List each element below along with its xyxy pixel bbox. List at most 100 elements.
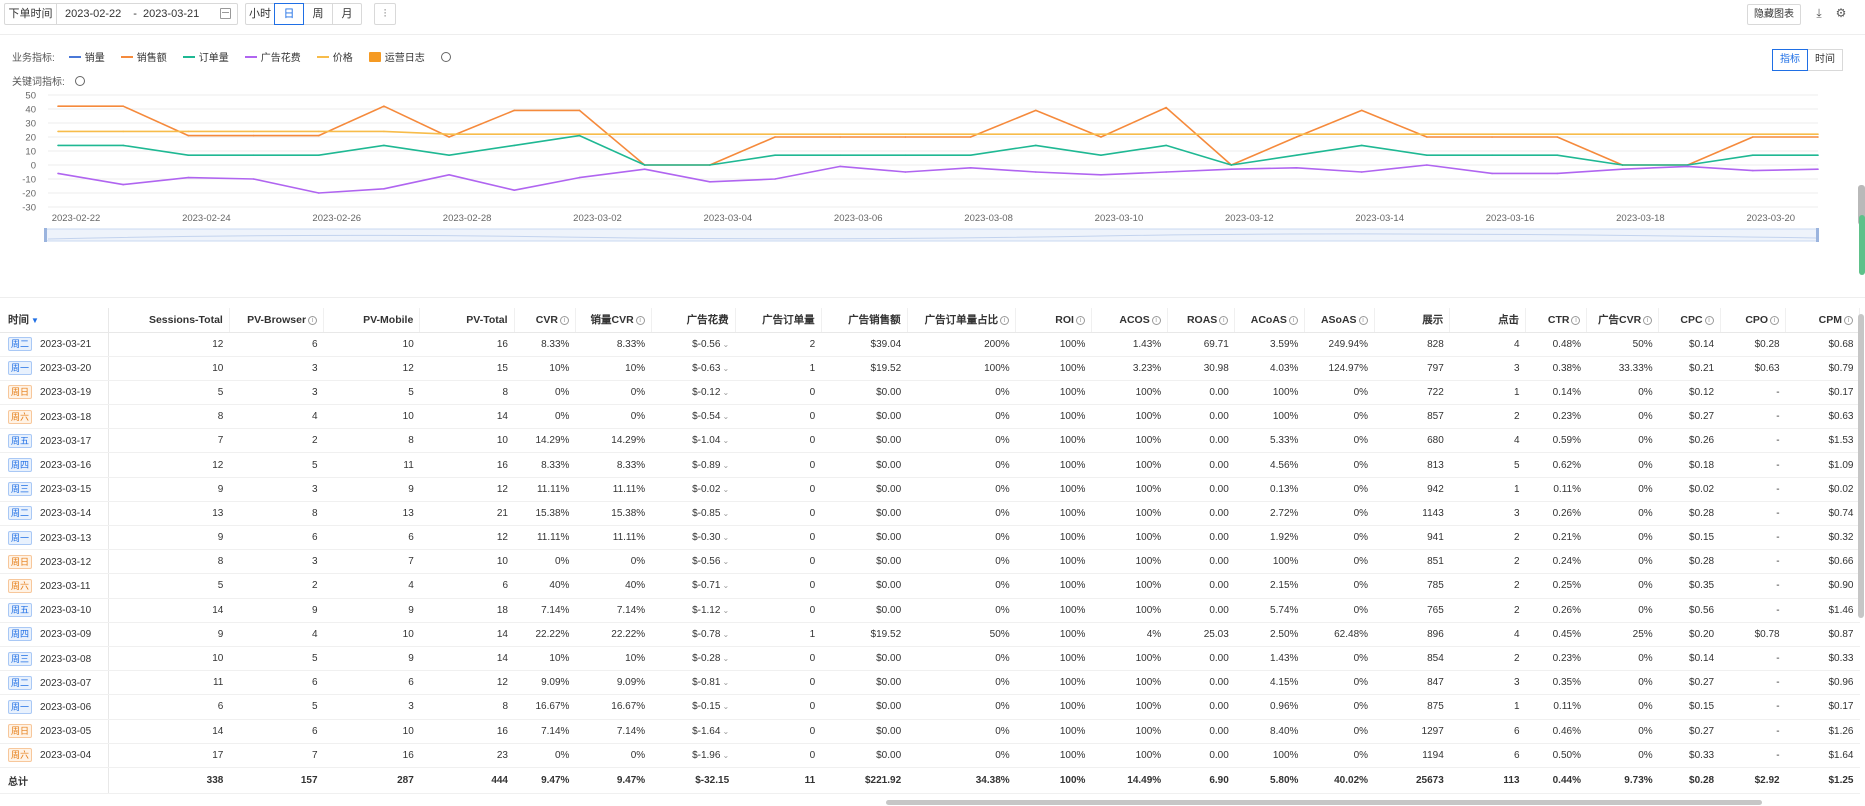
legend-item-sales[interactable]: 销量 bbox=[68, 49, 105, 64]
table-cell: 4% bbox=[1091, 622, 1168, 647]
table-cell: 100% bbox=[1091, 477, 1168, 502]
column-header[interactable]: CPM i bbox=[1785, 308, 1860, 333]
legend-item-revenue[interactable]: 销售额 bbox=[120, 49, 167, 64]
legend-label: 价格 bbox=[332, 53, 353, 64]
table-cell: 15 bbox=[419, 356, 514, 381]
column-header[interactable]: CPO i bbox=[1720, 308, 1787, 333]
column-header[interactable]: 展示 bbox=[1374, 308, 1451, 333]
date-type-label[interactable]: 下单时间 bbox=[5, 4, 57, 24]
total-cell: 5.80% bbox=[1234, 766, 1305, 794]
table-cell: 797 bbox=[1374, 356, 1450, 381]
granularity-month[interactable]: 月 bbox=[332, 3, 362, 25]
key-metrics-settings-icon[interactable] bbox=[74, 75, 85, 86]
data-point bbox=[1686, 164, 1689, 166]
settings-icon[interactable]: ⚙ bbox=[1835, 6, 1847, 20]
view-by-metric[interactable]: 指标 bbox=[1772, 49, 1808, 71]
table-cell: 896 bbox=[1374, 622, 1450, 647]
column-header[interactable]: ROAS i bbox=[1167, 308, 1236, 333]
column-header[interactable]: 广告花费 bbox=[651, 308, 736, 333]
dropdown-icon[interactable]: ⌄ bbox=[722, 412, 730, 422]
total-cell: 40.02% bbox=[1304, 766, 1375, 794]
dropdown-icon[interactable]: ⌄ bbox=[722, 363, 730, 373]
granularity-day[interactable]: 日 bbox=[274, 3, 304, 25]
column-header[interactable]: CPC i bbox=[1658, 308, 1721, 333]
column-header[interactable]: ROI i bbox=[1015, 308, 1092, 333]
table-vertical-scrollbar[interactable] bbox=[1858, 314, 1864, 618]
dropdown-icon[interactable]: ⌄ bbox=[722, 678, 730, 688]
info-icon[interactable]: i bbox=[1571, 315, 1581, 325]
info-icon[interactable]: i bbox=[1288, 315, 1298, 325]
legend-item-ad-spend[interactable]: 广告花费 bbox=[244, 49, 301, 64]
info-icon[interactable]: i bbox=[1770, 315, 1780, 325]
dropdown-icon[interactable]: ⌄ bbox=[722, 702, 730, 712]
dropdown-icon[interactable]: ⌄ bbox=[722, 557, 730, 567]
dropdown-icon[interactable]: ⌄ bbox=[722, 436, 730, 446]
column-header[interactable]: PV-Mobile bbox=[323, 308, 421, 333]
dropdown-icon[interactable]: ⌄ bbox=[722, 726, 730, 736]
column-filter-icon[interactable]: ⫶ bbox=[374, 3, 396, 25]
info-icon[interactable]: i bbox=[308, 315, 318, 325]
dropdown-icon[interactable]: ⌄ bbox=[722, 605, 730, 615]
dropdown-icon[interactable]: ⌄ bbox=[722, 533, 730, 543]
data-point bbox=[904, 136, 907, 138]
end-date[interactable]: 2023-03-21 bbox=[142, 8, 200, 20]
hide-chart-button[interactable]: 隐藏图表 bbox=[1747, 4, 1801, 25]
dropdown-icon[interactable]: ⌄ bbox=[722, 387, 730, 397]
sort-icon[interactable]: ▼ bbox=[31, 316, 39, 326]
column-header[interactable]: 广告CVR i bbox=[1586, 308, 1660, 333]
dropdown-icon[interactable]: ⌄ bbox=[722, 581, 730, 591]
table-cell: 0 bbox=[735, 404, 822, 430]
info-icon[interactable]: i bbox=[1358, 315, 1368, 325]
info-icon[interactable]: i bbox=[1000, 316, 1010, 326]
column-header[interactable]: Sessions-Total bbox=[108, 308, 230, 333]
info-icon[interactable]: i bbox=[635, 316, 645, 326]
column-header[interactable]: ACOS i bbox=[1091, 308, 1168, 333]
column-header[interactable]: CTR i bbox=[1525, 308, 1588, 333]
info-icon[interactable]: i bbox=[1151, 315, 1161, 325]
data-point bbox=[383, 188, 385, 190]
dropdown-icon[interactable]: ⌄ bbox=[722, 484, 730, 494]
column-header-label: 广告订单量占比 bbox=[924, 314, 999, 327]
column-header-time[interactable]: 时间 ▼ bbox=[0, 308, 110, 333]
legend-item-price[interactable]: 价格 bbox=[316, 49, 353, 64]
column-header[interactable]: ACoAS i bbox=[1234, 308, 1305, 333]
dropdown-icon[interactable]: ⌄ bbox=[722, 339, 730, 349]
granularity-week[interactable]: 周 bbox=[303, 3, 333, 25]
column-header[interactable]: 广告订单量占比 i bbox=[907, 308, 1017, 333]
info-icon[interactable]: i bbox=[1844, 315, 1853, 325]
table-horizontal-scrollbar[interactable] bbox=[886, 800, 1762, 805]
dropdown-icon[interactable]: ⌄ bbox=[722, 508, 730, 518]
page-scroll-indicator[interactable] bbox=[1859, 215, 1865, 275]
table-cell: 9 bbox=[323, 477, 420, 502]
dropdown-icon[interactable]: ⌄ bbox=[722, 654, 730, 664]
column-header-label: CPO bbox=[1745, 313, 1769, 326]
legend-item-orders[interactable]: 订单量 bbox=[182, 49, 229, 64]
metrics-settings-icon[interactable] bbox=[440, 51, 451, 62]
calendar-icon[interactable] bbox=[220, 8, 231, 19]
info-icon[interactable]: i bbox=[1075, 315, 1085, 325]
dropdown-icon[interactable]: ⌄ bbox=[722, 460, 730, 470]
info-icon[interactable]: i bbox=[559, 315, 569, 325]
info-icon[interactable]: i bbox=[1643, 316, 1653, 326]
info-icon[interactable]: i bbox=[1219, 315, 1229, 325]
column-header[interactable]: 广告销售额 bbox=[821, 308, 908, 333]
granularity-hour[interactable]: 小时 bbox=[245, 3, 275, 25]
info-icon[interactable]: i bbox=[1704, 315, 1714, 325]
column-header[interactable]: CVR i bbox=[514, 308, 576, 333]
download-icon[interactable]: ⤓ bbox=[1816, 6, 1822, 20]
page-scrollbar[interactable] bbox=[1858, 185, 1865, 225]
column-header[interactable]: PV-Total bbox=[419, 308, 515, 333]
table-cell: 6 bbox=[229, 525, 324, 551]
legend-item-ops-log[interactable]: 运营日志 bbox=[368, 49, 425, 64]
view-by-time[interactable]: 时间 bbox=[1807, 49, 1843, 71]
date-range-picker[interactable]: 下单时间 2023-02-22 - 2023-03-21 bbox=[4, 3, 238, 25]
dropdown-icon[interactable]: ⌄ bbox=[722, 750, 730, 760]
column-header[interactable]: 销量CVR i bbox=[575, 308, 652, 333]
column-header[interactable]: ASoAS i bbox=[1304, 308, 1375, 333]
start-date[interactable]: 2023-02-22 bbox=[65, 8, 122, 20]
column-header[interactable]: 广告订单量 bbox=[735, 308, 822, 333]
column-header[interactable]: 点击 bbox=[1449, 308, 1527, 333]
table-cell: $0.00 bbox=[821, 694, 908, 720]
column-header[interactable]: PV-Browser i bbox=[229, 308, 325, 333]
dropdown-icon[interactable]: ⌄ bbox=[722, 629, 730, 639]
